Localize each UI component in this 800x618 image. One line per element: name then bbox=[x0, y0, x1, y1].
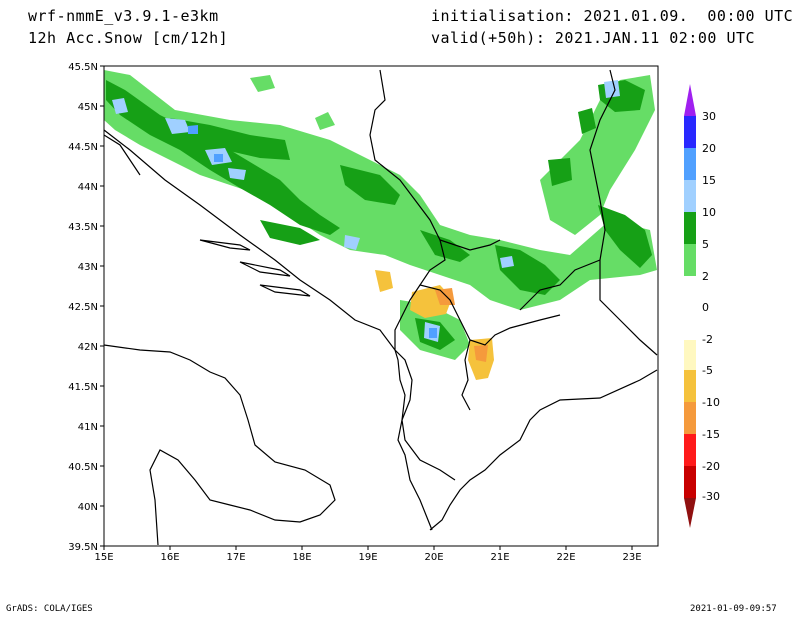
lat-label: 40.5N bbox=[68, 462, 98, 473]
legend-swatch bbox=[684, 244, 696, 276]
model-title: wrf-nmmE_v3.9.1-e3km bbox=[28, 7, 219, 25]
legend-label: -5 bbox=[702, 364, 713, 377]
lat-label: 43.5N bbox=[68, 222, 98, 233]
legend-swatch bbox=[684, 180, 696, 212]
lat-label: 45N bbox=[78, 102, 98, 113]
lat-label: 44.5N bbox=[68, 142, 98, 153]
lon-label: 20E bbox=[424, 552, 443, 563]
lon-label: 18E bbox=[292, 552, 311, 563]
render-timestamp: 2021-01-09-09:57 bbox=[690, 604, 777, 614]
lat-label: 41N bbox=[78, 422, 98, 433]
variable-title: 12h Acc.Snow [cm/12h] bbox=[28, 29, 229, 47]
lon-label: 22E bbox=[556, 552, 575, 563]
lat-label: 42N bbox=[78, 342, 98, 353]
lat-label: 43N bbox=[78, 262, 98, 273]
legend-label: 5 bbox=[702, 238, 709, 251]
lon-label: 23E bbox=[622, 552, 641, 563]
lon-label: 15E bbox=[94, 552, 113, 563]
lon-label: 16E bbox=[160, 552, 179, 563]
legend-swatch bbox=[684, 370, 696, 402]
lat-label: 42.5N bbox=[68, 302, 98, 313]
legend-label: -20 bbox=[702, 460, 720, 473]
lon-label: 19E bbox=[358, 552, 377, 563]
valid-time: valid(+50h): 2021.JAN.11 02:00 UTC bbox=[431, 29, 756, 47]
legend-swatch bbox=[684, 276, 696, 340]
lat-label: 40N bbox=[78, 502, 98, 513]
legend-swatch bbox=[684, 340, 696, 370]
legend-top-arrow bbox=[684, 84, 696, 116]
legend-label: -10 bbox=[702, 396, 720, 409]
lat-label: 45.5N bbox=[68, 62, 98, 73]
legend-label: -30 bbox=[702, 490, 720, 503]
legend-label: -2 bbox=[702, 333, 713, 346]
legend-swatch bbox=[684, 116, 696, 148]
legend-label: -15 bbox=[702, 428, 720, 441]
legend-label: 2 bbox=[702, 270, 709, 283]
longitude-axis: 15E 16E 17E 18E 19E 20E 21E 22E 23E bbox=[94, 546, 642, 563]
color-legend: 30 20 15 10 5 2 0 -2 -5 -10 -15 -20 -30 bbox=[684, 84, 720, 528]
lat-label: 44N bbox=[78, 182, 98, 193]
lon-label: 21E bbox=[490, 552, 509, 563]
legend-label: 10 bbox=[702, 206, 716, 219]
legend-label: 0 bbox=[702, 301, 709, 314]
legend-swatch bbox=[684, 434, 696, 466]
initialisation-time: initialisation: 2021.01.09. 00:00 UTC bbox=[431, 7, 794, 25]
legend-bottom-arrow bbox=[684, 498, 696, 528]
legend-label: 30 bbox=[702, 110, 716, 123]
latitude-axis: 45.5N 45N 44.5N 44N 43.5N 43N 42.5N 42N … bbox=[68, 62, 104, 553]
lat-label: 41.5N bbox=[68, 382, 98, 393]
legend-swatch bbox=[684, 212, 696, 244]
lon-label: 17E bbox=[226, 552, 245, 563]
legend-swatch bbox=[684, 402, 696, 434]
legend-swatch bbox=[684, 148, 696, 180]
legend-label: 15 bbox=[702, 174, 716, 187]
grads-credit: GrADS: COLA/IGES bbox=[6, 604, 93, 614]
snow-accumulation-field bbox=[104, 70, 657, 380]
legend-label: 20 bbox=[702, 142, 716, 155]
lat-label: 39.5N bbox=[68, 542, 98, 553]
legend-swatch bbox=[684, 466, 696, 498]
coastlines-borders bbox=[103, 69, 658, 546]
